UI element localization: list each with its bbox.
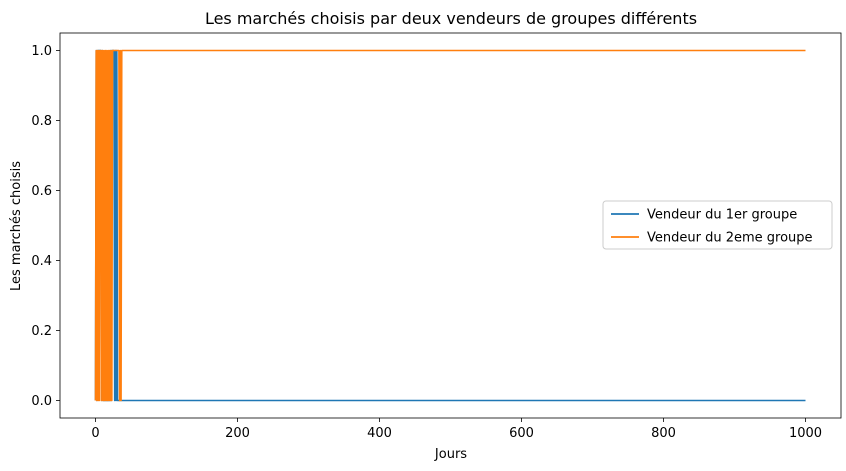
legend-label-2: Vendeur du 2eme groupe (647, 231, 813, 246)
legend-box (602, 200, 833, 250)
legend-label-1: Vendeur du 1er groupe (647, 208, 797, 223)
x-tick-label: 600 (509, 426, 534, 441)
series-line-2 (94, 49, 806, 402)
x-tick-label: 1000 (789, 426, 822, 441)
y-tick-label: 0.2 (31, 324, 52, 339)
y-tick-label: 1.0 (31, 44, 52, 59)
y-tick-label: 0.0 (31, 394, 52, 409)
legend: Vendeur du 1er groupe Vendeur du 2eme gro… (602, 200, 833, 250)
x-tick-label: 400 (367, 426, 392, 441)
x-axis-title: Jours (434, 447, 467, 462)
x-tick-label: 200 (225, 426, 250, 441)
y-tick-label: 0.4 (31, 254, 52, 269)
y-tick-label: 0.8 (31, 114, 52, 129)
x-tick-label: 800 (651, 426, 676, 441)
plot-area: 0 200 400 600 800 1000 0.0 0.2 0.4 0.6 0.8 1.0 (31, 32, 842, 441)
chart-title: Les marchés choisis par deux vendeurs de… (205, 9, 697, 28)
axes-frame (59, 32, 842, 419)
y-axis-title: Les marchés choisis (9, 161, 24, 291)
x-tick-label: 0 (91, 426, 99, 441)
y-tick-label: 0.6 (31, 184, 52, 199)
